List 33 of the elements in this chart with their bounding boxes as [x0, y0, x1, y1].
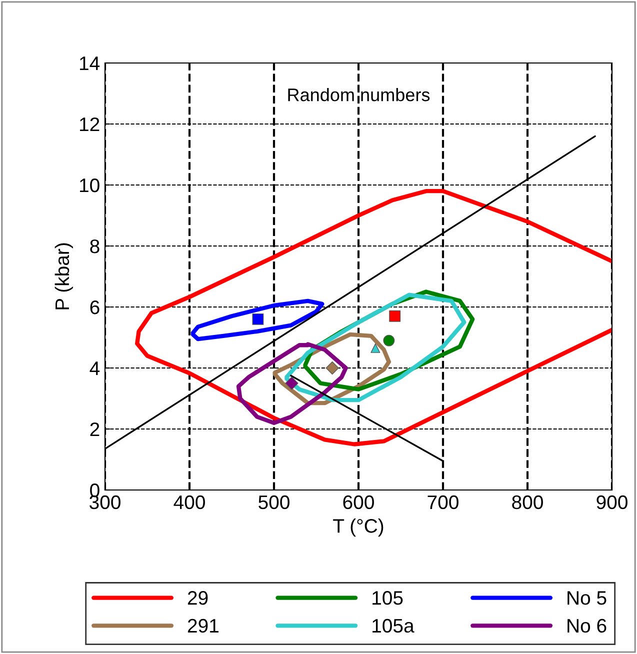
legend-label: No 5: [568, 591, 606, 605]
point: [252, 313, 264, 325]
x-axis-title: T (°C): [333, 518, 384, 537]
line-series: [284, 292, 466, 402]
point: [383, 334, 395, 346]
line-series: [236, 342, 348, 425]
line-series: [135, 189, 612, 446]
legend-label: No 6: [568, 618, 606, 633]
y-tick-label: 4: [90, 362, 100, 376]
legend-label: 105: [372, 591, 403, 605]
y-tick-label: 2: [90, 422, 100, 436]
y-tick-label: 14: [80, 56, 100, 70]
x-tick-label: 900: [596, 495, 628, 510]
point: [285, 376, 298, 390]
y-tick-label: 12: [80, 117, 100, 132]
y-axis-title: P (kbar): [54, 243, 73, 310]
x-tick-label: 600: [343, 495, 374, 510]
point: [326, 361, 339, 375]
x-tick-label: 800: [512, 495, 543, 510]
x-tick-label: 700: [428, 495, 458, 510]
y-tick-label: 8: [90, 239, 100, 254]
legend-label: 29: [188, 591, 208, 605]
line-series: [190, 298, 324, 342]
legend-label: 105a: [372, 618, 414, 633]
legend-label: 291: [188, 618, 218, 633]
text: Random numbers: [288, 88, 430, 102]
x-tick-label: 500: [258, 495, 290, 510]
point: [389, 310, 401, 322]
y-tick-label: 10: [80, 178, 100, 192]
y-tick-label: 6: [90, 300, 100, 314]
x-tick-label: 300: [90, 495, 120, 510]
point: [370, 343, 380, 353]
x-tick-label: 400: [174, 495, 205, 510]
